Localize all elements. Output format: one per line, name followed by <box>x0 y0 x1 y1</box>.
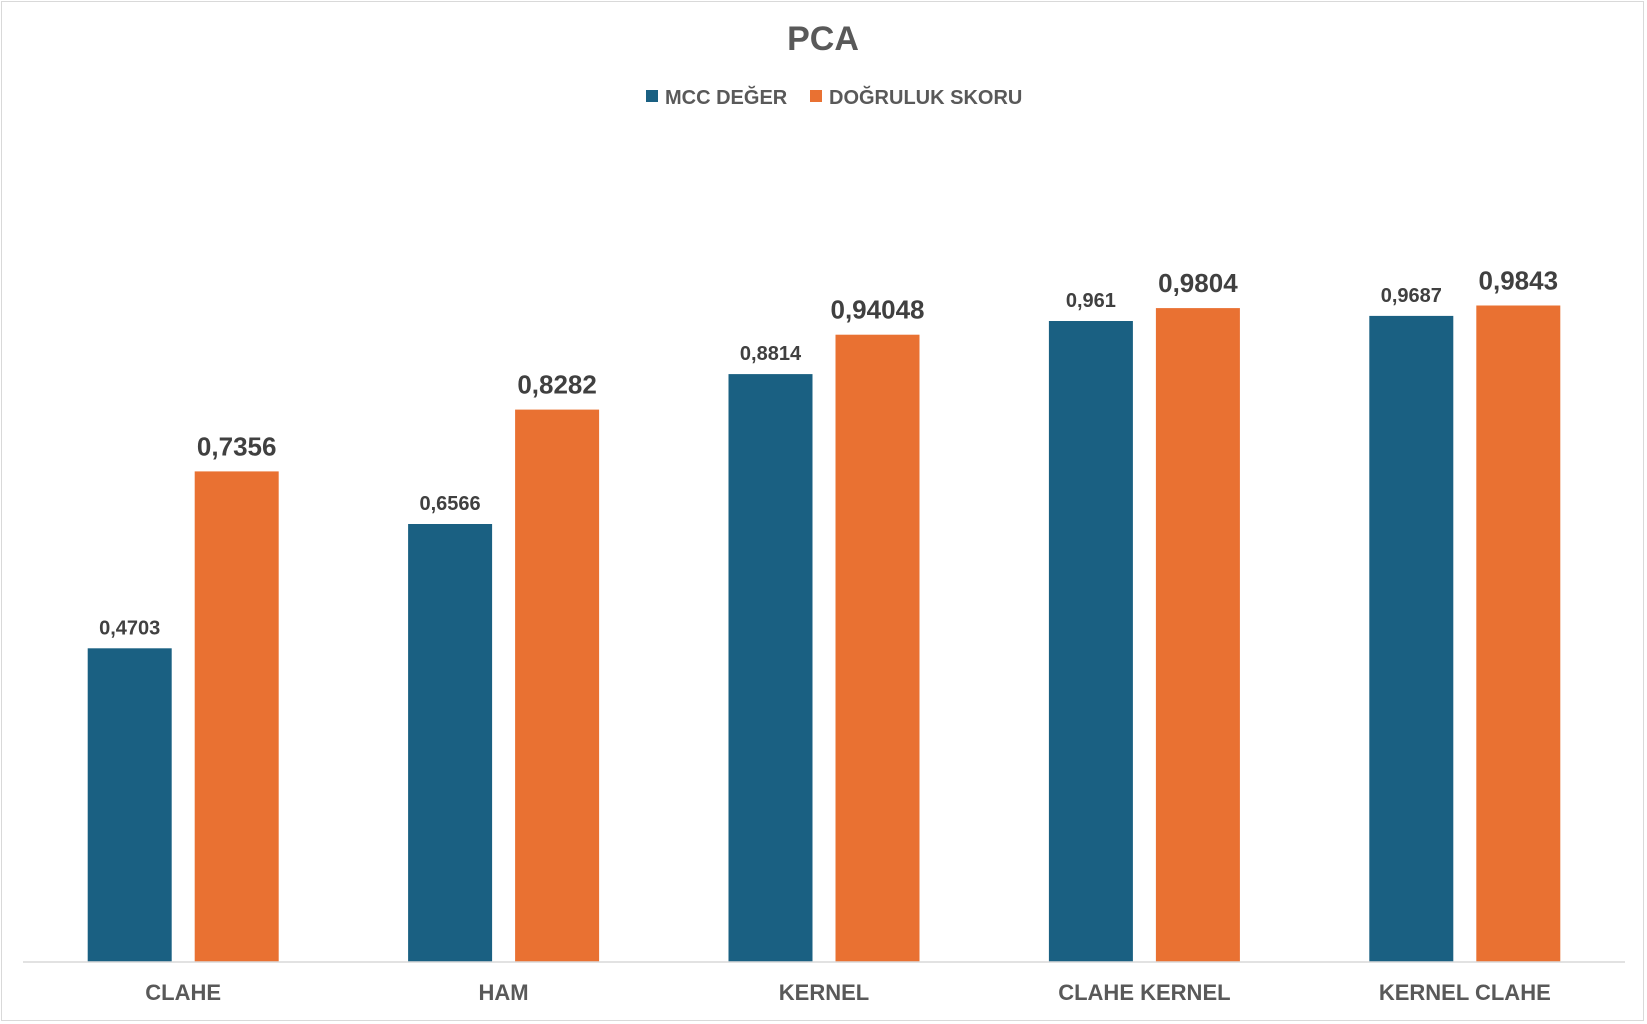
bar-accuracy-3 <box>1155 308 1240 963</box>
value-label-mcc-3: 0,961 <box>1066 290 1116 312</box>
legend-label-accuracy: DOĞRULUK SKORU <box>829 85 1022 109</box>
value-label-accuracy-0: 0,7356 <box>197 431 277 461</box>
category-labels-group: CLAHE HAM KERNEL CLAHE KERNEL KERNEL CLAHE <box>145 980 1550 1005</box>
value-labels-group: 0,4703 0,7356 0,6566 0,8282 0,8814 0,94048 0,9… <box>99 266 1558 640</box>
bar-accuracy-4 <box>1476 305 1561 962</box>
value-label-accuracy-2: 0,94048 <box>831 295 925 325</box>
value-label-mcc-1: 0,6566 <box>420 493 481 515</box>
category-label-3: CLAHE KERNEL <box>1058 980 1230 1005</box>
value-label-accuracy-4: 0,9843 <box>1479 266 1559 296</box>
legend-swatch-mcc <box>646 90 658 102</box>
value-label-accuracy-3: 0,9804 <box>1158 268 1238 298</box>
bars-group <box>87 305 1561 963</box>
bar-mcc-1 <box>408 524 493 962</box>
bar-accuracy-1 <box>515 409 600 963</box>
bar-accuracy-0 <box>194 471 279 962</box>
bar-mcc-3 <box>1048 321 1133 962</box>
category-label-2: KERNEL <box>779 980 869 1005</box>
bar-accuracy-2 <box>835 334 920 962</box>
value-label-mcc-2: 0,8814 <box>740 343 802 365</box>
category-label-1: HAM <box>479 980 529 1005</box>
legend-swatch-accuracy <box>810 90 822 102</box>
bar-mcc-2 <box>728 374 813 963</box>
value-label-mcc-4: 0,9687 <box>1381 285 1442 307</box>
bar-mcc-4 <box>1369 315 1454 962</box>
category-label-0: CLAHE <box>145 980 221 1005</box>
value-label-mcc-0: 0,4703 <box>99 617 160 639</box>
legend: MCC DEĞER DOĞRULUK SKORU <box>646 85 1022 109</box>
category-label-4: KERNEL CLAHE <box>1379 980 1551 1005</box>
chart-title: PCA <box>787 20 859 58</box>
bar-mcc-0 <box>87 648 172 962</box>
legend-label-mcc: MCC DEĞER <box>665 85 788 109</box>
value-label-accuracy-1: 0,8282 <box>517 370 597 400</box>
